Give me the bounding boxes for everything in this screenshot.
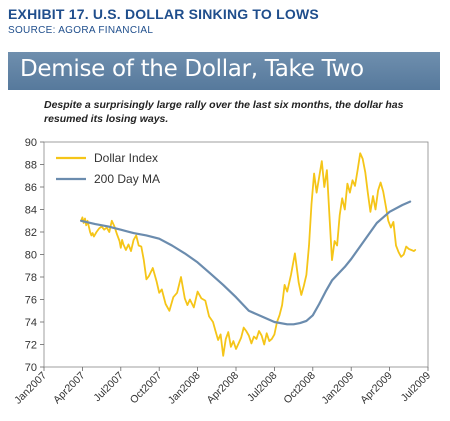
y-tick-label: 72: [25, 340, 37, 352]
chart-subtitle: Despite a surprisingly large rally over …: [44, 99, 404, 125]
x-tick-label: Apr2008: [205, 370, 242, 407]
y-tick-label: 70: [25, 362, 37, 374]
x-tick-label: Apr2009: [358, 370, 395, 407]
y-tick-label: 84: [25, 205, 37, 217]
y-tick-label: 86: [25, 182, 37, 194]
y-tick-label: 76: [25, 295, 37, 307]
legend-label: 200 Day MA: [94, 172, 160, 186]
y-tick-label: 90: [25, 137, 37, 149]
exhibit-title: EXHIBIT 17. U.S. DOLLAR SINKING TO LOWS: [8, 6, 319, 22]
x-tick-label: Apr2007: [51, 370, 88, 407]
exhibit-source: SOURCE: AGORA FINANCIAL: [8, 25, 154, 36]
y-tick-label: 78: [25, 272, 37, 284]
y-tick-label: 82: [25, 227, 37, 239]
x-tick-label: Jul2007: [91, 370, 126, 405]
series-line-dollar-index: [80, 152, 417, 357]
x-tick-label: Jan2009: [319, 370, 356, 407]
x-tick-label: Jul2009: [399, 370, 434, 405]
series-line-200-day-ma: [79, 200, 412, 326]
legend-label: Dollar Index: [94, 151, 158, 165]
y-tick-label: 80: [25, 250, 37, 262]
title-banner: Demise of the Dollar, Take Two: [8, 52, 440, 90]
x-tick-label: Oct2007: [128, 370, 165, 407]
y-tick-label: 74: [25, 317, 37, 329]
chart-lines: [79, 152, 417, 357]
x-tick-label: Oct2008: [281, 370, 318, 407]
x-tick-label: Jul2008: [245, 370, 280, 405]
x-tick-label: Jan2007: [12, 370, 49, 407]
chart-legend: Dollar Index 200 Day MA: [56, 151, 160, 186]
chart-title: Demise of the Dollar, Take Two: [20, 56, 364, 82]
x-tick-label: Jan2008: [166, 370, 203, 407]
y-tick-label: 88: [25, 160, 37, 172]
